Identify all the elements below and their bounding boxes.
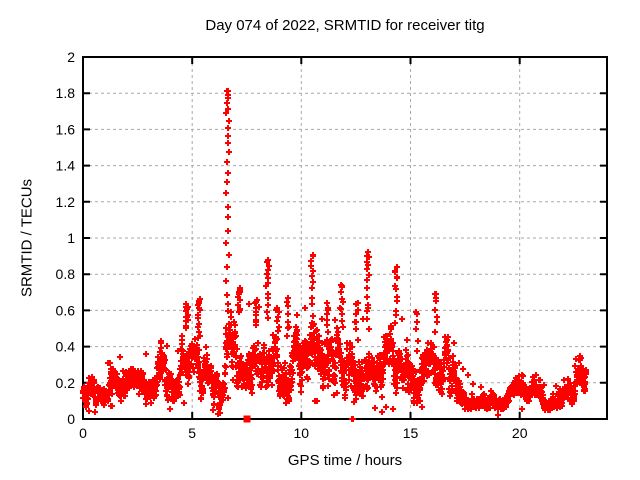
- flagged-square-marker: [243, 415, 251, 423]
- x-tick-label: 15: [403, 425, 419, 441]
- y-tick-label: 0.2: [56, 375, 76, 391]
- y-tick-label: 2: [67, 49, 75, 65]
- y-tick-label: 1.4: [56, 158, 76, 174]
- y-tick-label: 1.8: [56, 85, 76, 101]
- x-axis-label: GPS time / hours: [287, 452, 403, 469]
- y-tick-label: 1.2: [56, 194, 76, 210]
- y-tick-label: 0.8: [56, 266, 76, 282]
- x-tick-label: 10: [294, 425, 310, 441]
- x-tick-label: 20: [512, 425, 528, 441]
- y-tick-label: 1: [67, 230, 75, 246]
- axis-ticks: [82, 56, 607, 420]
- chart-title: Day 074 of 2022, SRMTID for receiver tit…: [205, 17, 485, 34]
- data-points: [80, 88, 589, 422]
- y-tick-label: 0: [67, 411, 75, 427]
- x-tick-label: 0: [79, 425, 87, 441]
- y-tick-label: 0.4: [56, 339, 76, 355]
- y-tick-label: 1.6: [56, 121, 76, 137]
- x-tick-label: 5: [188, 425, 196, 441]
- grid-lines: [83, 57, 607, 419]
- y-tick-label: 0.6: [56, 302, 76, 318]
